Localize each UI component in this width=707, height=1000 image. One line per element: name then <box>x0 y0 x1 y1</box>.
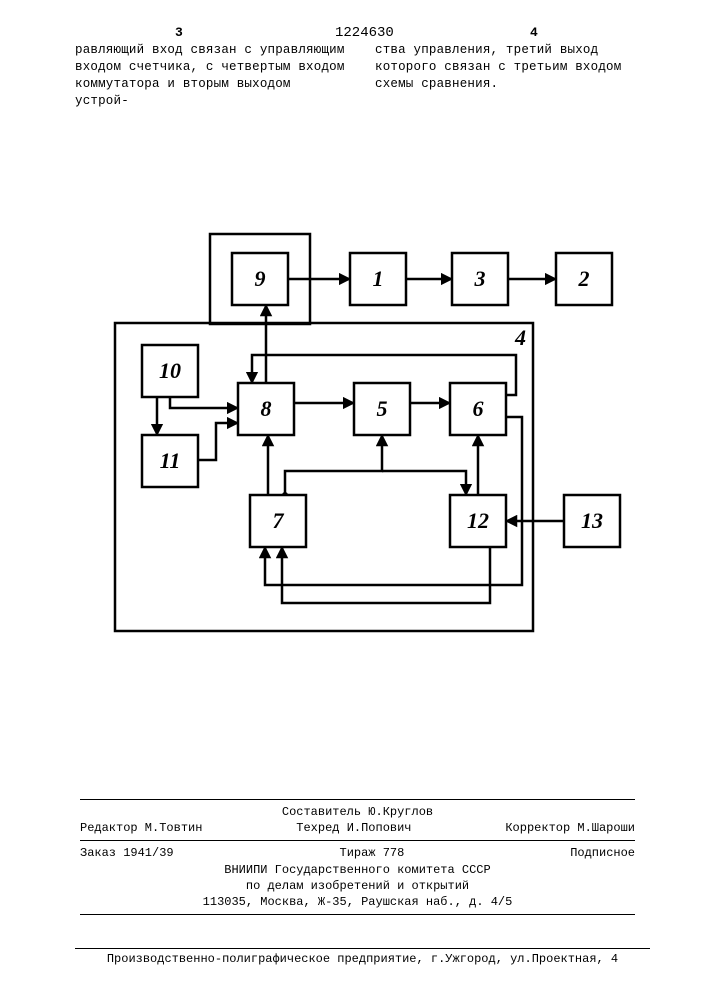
page-number-right: 4 <box>530 25 538 40</box>
block-diagram: 49132108561171213 <box>70 195 630 675</box>
tirazh: Тираж 778 <box>340 845 405 861</box>
svg-text:1: 1 <box>373 266 384 291</box>
body-text-left: равляющий вход связан с управляющим вход… <box>75 42 350 110</box>
svg-text:5: 5 <box>377 396 388 421</box>
body-text-right: ства управления, третий выход которого с… <box>375 42 650 93</box>
page-number-left: 3 <box>175 25 183 40</box>
svg-text:13: 13 <box>581 508 603 533</box>
svg-text:3: 3 <box>474 266 486 291</box>
svg-text:12: 12 <box>467 508 489 533</box>
corrector: Корректор М.Шароши <box>505 820 635 836</box>
press-line: Производственно-полиграфическое предприя… <box>75 945 650 966</box>
techred: Техред И.Попович <box>296 820 411 836</box>
svg-text:2: 2 <box>578 266 590 291</box>
org-address: 113035, Москва, Ж-35, Раушская наб., д. … <box>80 894 635 910</box>
document-number: 1224630 <box>335 25 394 41</box>
svg-text:8: 8 <box>261 396 272 421</box>
svg-text:9: 9 <box>255 266 266 291</box>
org-line-2: по делам изобретений и открытий <box>80 878 635 894</box>
order-number: Заказ 1941/39 <box>80 845 174 861</box>
footer-block: Составитель Ю.Круглов Редактор М.Товтин … <box>80 795 635 919</box>
editor: Редактор М.Товтин <box>80 820 202 836</box>
svg-text:4: 4 <box>514 325 526 350</box>
org-line-1: ВНИИПИ Государственного комитета СССР <box>80 862 635 878</box>
svg-text:11: 11 <box>160 448 181 473</box>
svg-text:10: 10 <box>159 358 181 383</box>
subscription: Подписное <box>570 845 635 861</box>
svg-text:6: 6 <box>473 396 484 421</box>
svg-text:7: 7 <box>273 508 285 533</box>
compiler-line: Составитель Ю.Круглов <box>80 804 635 820</box>
